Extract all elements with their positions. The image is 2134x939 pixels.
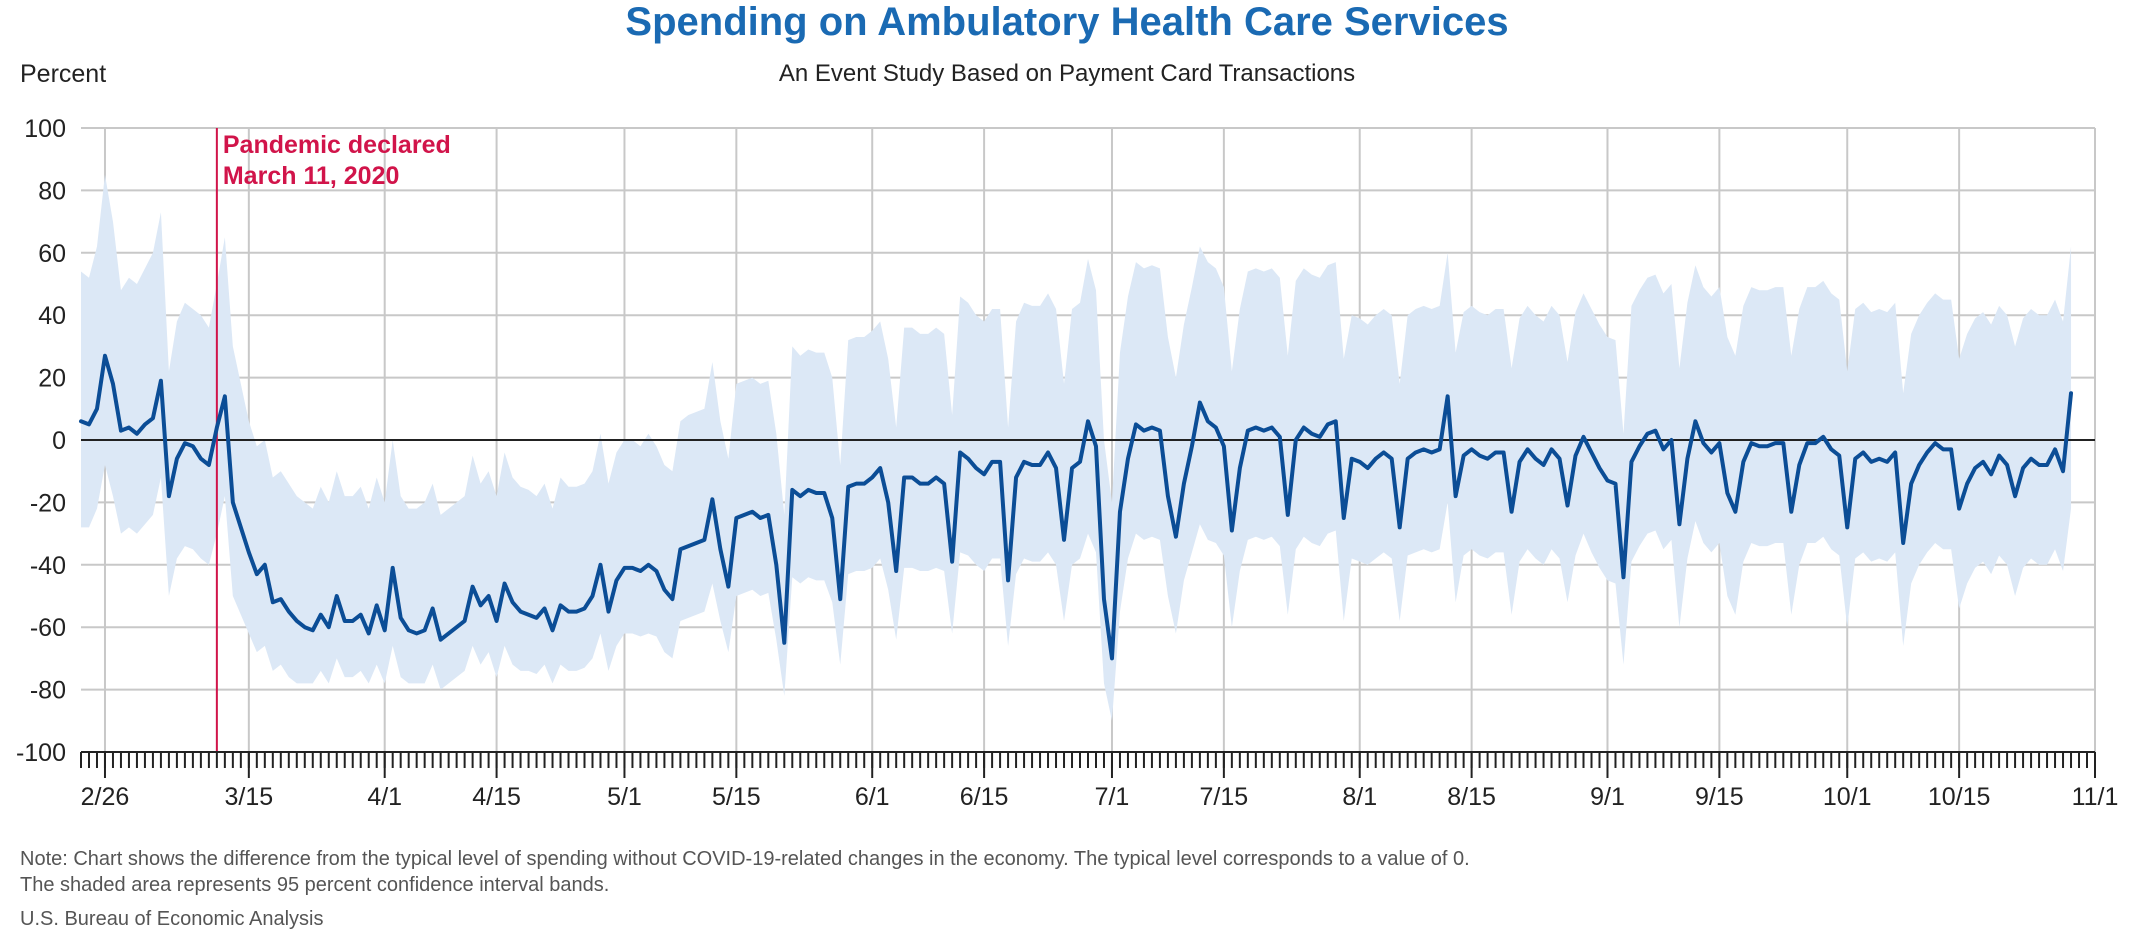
y-tick-label: 40	[38, 302, 66, 330]
note-line-2: The shaded area represents 95 percent co…	[20, 874, 610, 896]
x-tick-label: 11/1	[2072, 783, 2119, 811]
x-tick-label: 7/15	[1200, 783, 1249, 811]
x-tick-label: 9/15	[1695, 783, 1744, 811]
x-tick-label: 10/1	[1823, 783, 1872, 811]
x-tick-label: 5/15	[712, 783, 761, 811]
x-tick-label: 6/15	[960, 783, 1009, 811]
x-tick-label: 10/15	[1928, 783, 1991, 811]
x-tick-label: 4/15	[472, 783, 521, 811]
y-tick-label: -100	[16, 739, 66, 767]
annotation-label-line-1: Pandemic declared	[223, 131, 451, 159]
chart-title: Spending on Ambulatory Health Care Servi…	[625, 0, 1509, 44]
x-tick-label: 8/15	[1447, 783, 1496, 811]
y-tick-label: -40	[30, 552, 66, 580]
x-tick-label: 8/1	[1342, 783, 1377, 811]
note-line-1: Note: Chart shows the difference from th…	[20, 848, 1470, 870]
series-line	[79, 353, 2074, 661]
chart-subtitle: An Event Study Based on Payment Card Tra…	[778, 60, 1356, 87]
confidence-band	[81, 174, 2072, 721]
x-tick-label: 9/1	[1590, 783, 1625, 811]
y-tick-label: -80	[30, 677, 66, 705]
annotation-label-line-2: March 11, 2020	[223, 162, 400, 190]
y-tick-label: -20	[30, 489, 66, 517]
x-tick-label: 5/1	[607, 783, 642, 811]
x-tick-label: 7/1	[1095, 783, 1130, 811]
x-tick-label: 4/1	[367, 783, 402, 811]
y-tick-label: 100	[24, 115, 66, 143]
y-tick-label: -60	[30, 614, 66, 642]
chart-note: Note: Chart shows the difference from th…	[20, 846, 1470, 898]
x-tick-label: 6/1	[855, 783, 890, 811]
source-credit: U.S. Bureau of Economic Analysis	[20, 908, 324, 930]
y-tick-label: 0	[52, 427, 66, 455]
y-tick-label: 60	[38, 240, 66, 268]
x-tick-label: 2/26	[81, 783, 130, 811]
y-tick-label: 20	[38, 365, 66, 393]
y-axis-unit-label: Percent	[20, 60, 107, 88]
y-tick-label: 80	[38, 177, 66, 205]
x-tick-label: 3/15	[224, 783, 273, 811]
